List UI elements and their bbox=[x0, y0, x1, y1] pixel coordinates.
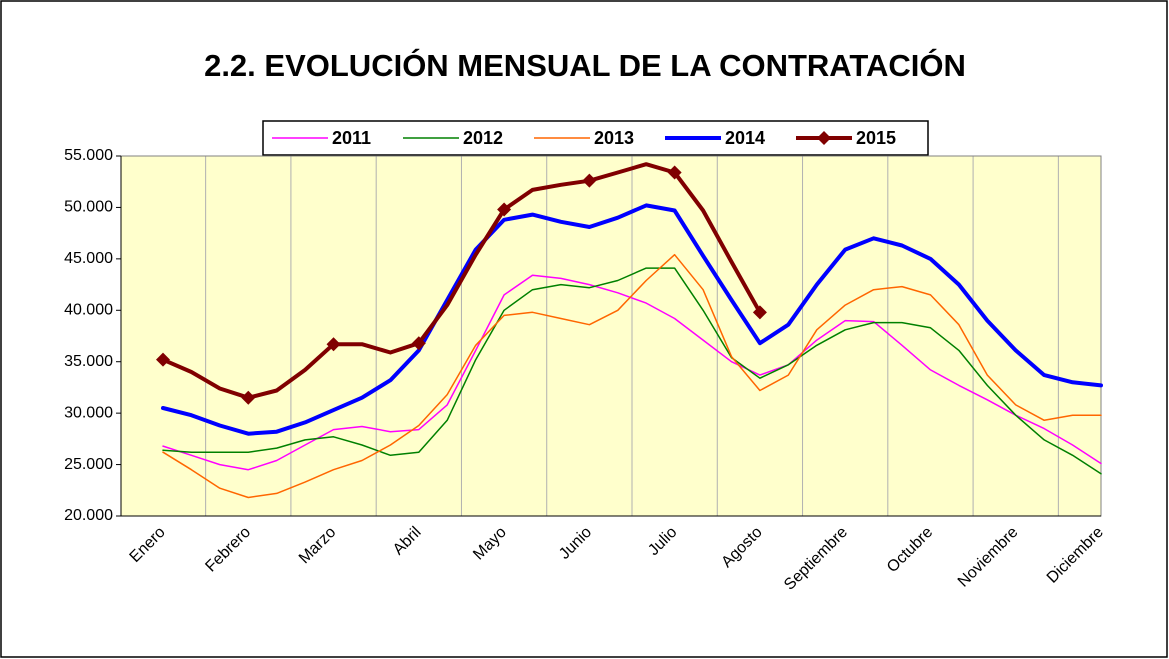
series-line bbox=[161, 203, 1103, 436]
y-tick-label: 45.000 bbox=[64, 250, 113, 267]
series-marker bbox=[156, 352, 170, 367]
series-marker bbox=[667, 165, 682, 180]
y-tick-label: 35.000 bbox=[64, 353, 113, 370]
series-marker bbox=[411, 336, 426, 351]
series-line bbox=[162, 274, 1102, 471]
y-tick-label: 30.000 bbox=[64, 404, 113, 421]
series-marker bbox=[497, 202, 512, 217]
legend-marker bbox=[817, 131, 831, 145]
series-line bbox=[162, 253, 1102, 499]
legend-label: 2015 bbox=[856, 128, 896, 148]
legend-label: 2014 bbox=[725, 128, 765, 148]
series-marker bbox=[326, 337, 341, 352]
legend-label: 2011 bbox=[332, 128, 371, 148]
series-marker bbox=[752, 305, 767, 320]
legend-label: 2013 bbox=[594, 128, 634, 148]
y-tick-label: 40.000 bbox=[64, 302, 113, 319]
legend-label: 2012 bbox=[463, 128, 503, 148]
series-line bbox=[162, 267, 1102, 475]
y-tick-label: 55.000 bbox=[64, 147, 113, 164]
series-marker bbox=[241, 390, 256, 405]
series-marker bbox=[582, 173, 597, 188]
y-tick-label: 25.000 bbox=[64, 456, 113, 473]
plot-area bbox=[121, 156, 1101, 516]
series-line bbox=[161, 162, 762, 400]
y-tick-label: 20.000 bbox=[64, 507, 113, 524]
y-tick-label: 50.000 bbox=[64, 199, 113, 216]
chart-title: 2.2. EVOLUCIÓN MENSUAL DE LA CONTRATACIÓ… bbox=[204, 47, 966, 83]
